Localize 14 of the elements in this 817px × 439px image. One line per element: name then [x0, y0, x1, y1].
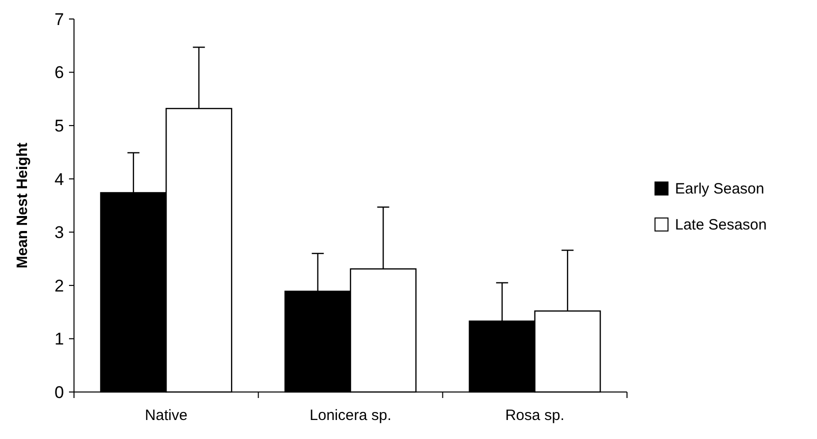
y-tick-label: 0 [54, 382, 64, 402]
x-tick-label: Rosa sp. [505, 407, 564, 424]
y-axis-title: Mean Nest Height [14, 142, 31, 268]
y-tick-label: 7 [54, 10, 64, 29]
legend-label: Late Sesason [675, 216, 767, 234]
x-tick-label: Native [144, 407, 188, 424]
y-tick-label: 3 [54, 223, 64, 242]
x-tick-label: Lonicera sp. [310, 407, 392, 424]
y-tick-label: 5 [54, 116, 64, 136]
y-tick-label: 1 [54, 330, 64, 349]
y-tick-label: 6 [54, 63, 64, 82]
y-tick-label: 4 [54, 170, 64, 189]
legend-label: Early Season [675, 180, 764, 198]
y-tick-label: 2 [54, 276, 64, 296]
